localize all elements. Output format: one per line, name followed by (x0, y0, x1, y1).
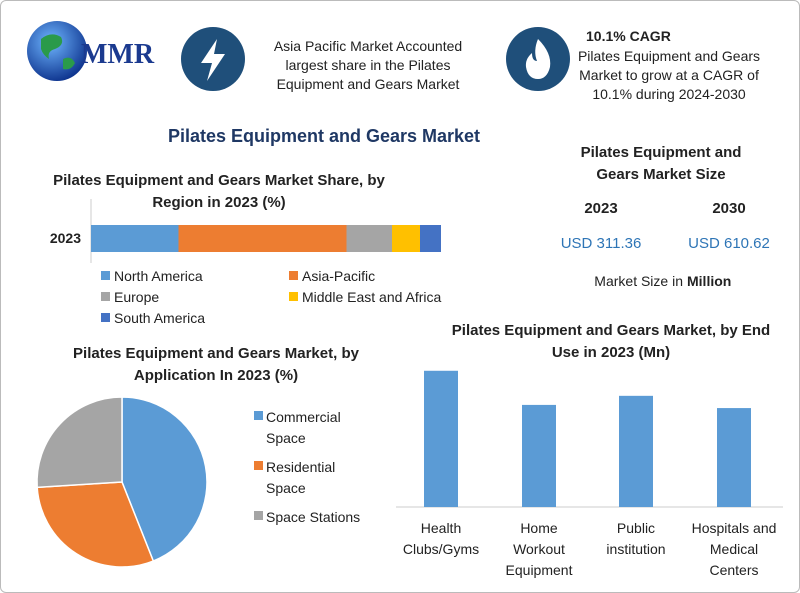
highlight-text: Asia Pacific Market Accounted largest sh… (273, 38, 463, 92)
market-size-title: Pilates Equipment and Gears Market Size (580, 144, 742, 183)
legend-label: South America (114, 310, 206, 326)
legend-swatch (289, 292, 298, 301)
chart-title: Pilates Equipment and Gears Market Share… (53, 172, 385, 211)
unit-prefix: Market Size in (594, 273, 683, 289)
bar-segment (91, 225, 179, 252)
market-value: USD 311.36 (560, 235, 642, 252)
year-label: 2030 (712, 200, 746, 217)
pie-slice (36, 481, 155, 568)
main-title: Pilates Equipment and Gears Market (167, 126, 481, 146)
legend-label: Asia-Pacific (302, 268, 376, 284)
legend-swatch (254, 511, 263, 520)
bar-segment (392, 225, 420, 252)
logo-text: MMR (81, 39, 155, 70)
legend-label: North America (114, 268, 203, 284)
bar-segment (420, 225, 441, 252)
bar-segment (346, 225, 392, 252)
legend-swatch (101, 292, 110, 301)
year-label: 2023 (584, 200, 618, 217)
bar-segment (178, 225, 347, 252)
pie-slice (121, 396, 208, 563)
cagr-text: Pilates Equipment and Gears Market to gr… (577, 48, 761, 102)
bolt-icon (201, 39, 225, 81)
chart-title: Pilates Equipment and Gears Market, by E… (451, 322, 771, 361)
bar (619, 395, 653, 507)
legend-label: Europe (114, 289, 160, 305)
cagr-title: 10.1% CAGR (586, 28, 671, 44)
logo-land (41, 34, 75, 70)
legend-swatch (289, 271, 298, 280)
chart-title: Pilates Equipment and Gears Market, by A… (73, 345, 359, 384)
flame-icon (525, 39, 551, 79)
legend-label: Residential Space (266, 459, 336, 496)
legend-swatch (101, 313, 110, 322)
x-tick-label: Hospitals and Medical Centers (691, 520, 777, 578)
x-tick-label: Health Clubs/Gyms (402, 520, 480, 557)
legend-label: Space Stations (266, 509, 361, 525)
legend-label: Commercial Space (266, 409, 341, 446)
unit: Million (687, 273, 732, 289)
legend-swatch (101, 271, 110, 280)
bar (717, 408, 751, 507)
x-tick-label: Public institution (606, 520, 666, 557)
market-value: USD 610.62 (688, 235, 770, 252)
bar (522, 404, 556, 507)
legend-swatch (254, 461, 263, 470)
legend-label: Middle East and Africa (302, 289, 442, 305)
pie-slice (36, 396, 123, 489)
logo-globe (27, 21, 87, 81)
legend-swatch (254, 411, 263, 420)
x-tick-label: Home Workout Equipment (505, 520, 573, 578)
category-label: 2023 (49, 230, 81, 246)
bar (424, 370, 458, 507)
